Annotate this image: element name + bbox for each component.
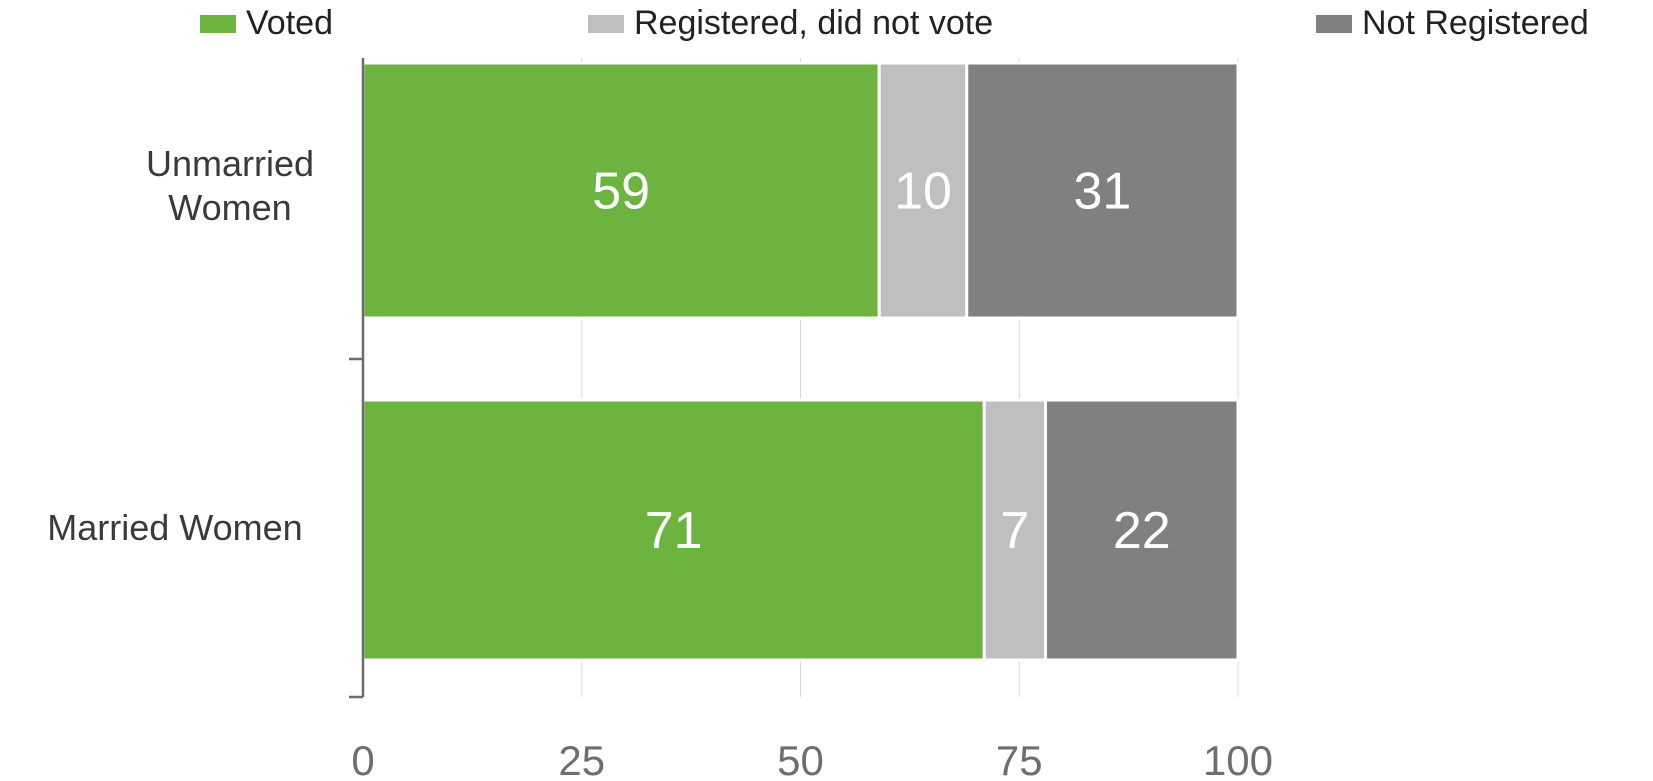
legend-label-not-registered: Not Registered xyxy=(1362,4,1589,42)
x-tick-label: 100 xyxy=(1203,737,1273,781)
category-label-line: Married Women xyxy=(47,507,303,548)
x-tick-label: 25 xyxy=(558,737,605,781)
data-label: 71 xyxy=(645,502,703,560)
legend-swatch-voted xyxy=(200,14,236,33)
x-tick-label: 75 xyxy=(996,737,1043,781)
bar-segment xyxy=(982,398,1047,662)
category-label-line: Unmarried xyxy=(145,143,315,184)
legend-swatch-registered-did-not-vote xyxy=(588,14,624,33)
category-label-line: Women xyxy=(168,187,292,228)
bar-segment xyxy=(361,398,986,662)
category-label-married-women: Married Women xyxy=(5,506,345,550)
category-label-unmarried-women: Unmarried Women xyxy=(110,142,350,230)
legend-swatch-not-registered xyxy=(1316,14,1352,33)
legend-label-registered-did-not-vote: Registered, did not vote xyxy=(634,4,994,42)
data-label: 7 xyxy=(1000,502,1029,560)
data-label: 31 xyxy=(1073,163,1131,221)
x-tick-label: 50 xyxy=(777,737,824,781)
data-label: 59 xyxy=(592,163,650,221)
legend-item-not-registered: Not Registered xyxy=(1316,4,1589,43)
legend-item-voted: Voted xyxy=(200,4,333,43)
legend-label-voted: Voted xyxy=(246,4,333,42)
legend-item-registered-did-not-vote: Registered, did not vote xyxy=(588,4,993,43)
x-tick-label: 0 xyxy=(351,737,374,781)
data-label: 22 xyxy=(1113,502,1171,560)
data-label: 10 xyxy=(894,163,952,221)
bar-segment xyxy=(1044,398,1240,662)
bar-segment xyxy=(965,61,1240,320)
